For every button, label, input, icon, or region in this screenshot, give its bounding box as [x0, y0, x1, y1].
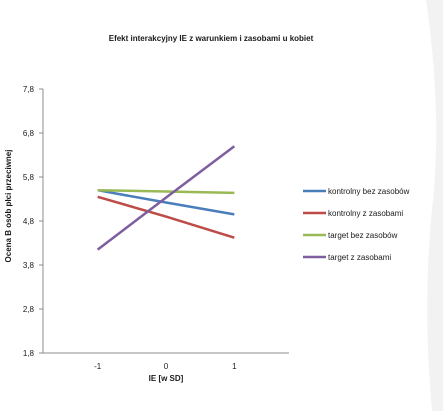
- legend-label: kontrolny z zasobami: [328, 209, 403, 218]
- legend-label: target bez zasobów: [328, 231, 398, 240]
- legend: kontrolny bez zasobów kontrolny z zasobam…: [303, 187, 410, 262]
- series-line: [97, 195, 235, 239]
- y-axis-label: Ocena B osób płci przeciwnej: [4, 150, 13, 263]
- x-tick-label: 0: [164, 362, 169, 371]
- y-tick-label: 7,8: [23, 85, 35, 94]
- y-tick-label: 2,8: [23, 305, 35, 314]
- series-line: [96, 145, 236, 251]
- y-tick-label: 1,8: [23, 349, 35, 358]
- series-line: [97, 188, 235, 216]
- x-axis-label: IE [w SD]: [149, 374, 184, 383]
- y-tick-label: 6,8: [23, 129, 35, 138]
- x-tick-label: -1: [94, 362, 102, 371]
- series-line: [97, 188, 235, 195]
- x-ticks: -1 0 1: [94, 362, 237, 371]
- legend-label: kontrolny bez zasobów: [328, 187, 410, 196]
- series-lines: [96, 145, 236, 251]
- chart-title: Efekt interakcyjny IE z warunkiem i zaso…: [109, 34, 314, 43]
- y-tick-label: 4,8: [23, 217, 35, 226]
- legend-label: target z zasobami: [328, 253, 391, 262]
- y-ticks: 1,8 2,8 3,8 4,8 5,8 6,8 7,8: [23, 85, 43, 358]
- x-tick-label: 1: [232, 362, 237, 371]
- background-decor-shape: [426, 0, 443, 411]
- y-tick-label: 5,8: [23, 173, 35, 182]
- plot-area: 1,8 2,8 3,8 4,8 5,8 6,8 7,8 -1 0 1: [23, 85, 289, 371]
- y-tick-label: 3,8: [23, 261, 35, 270]
